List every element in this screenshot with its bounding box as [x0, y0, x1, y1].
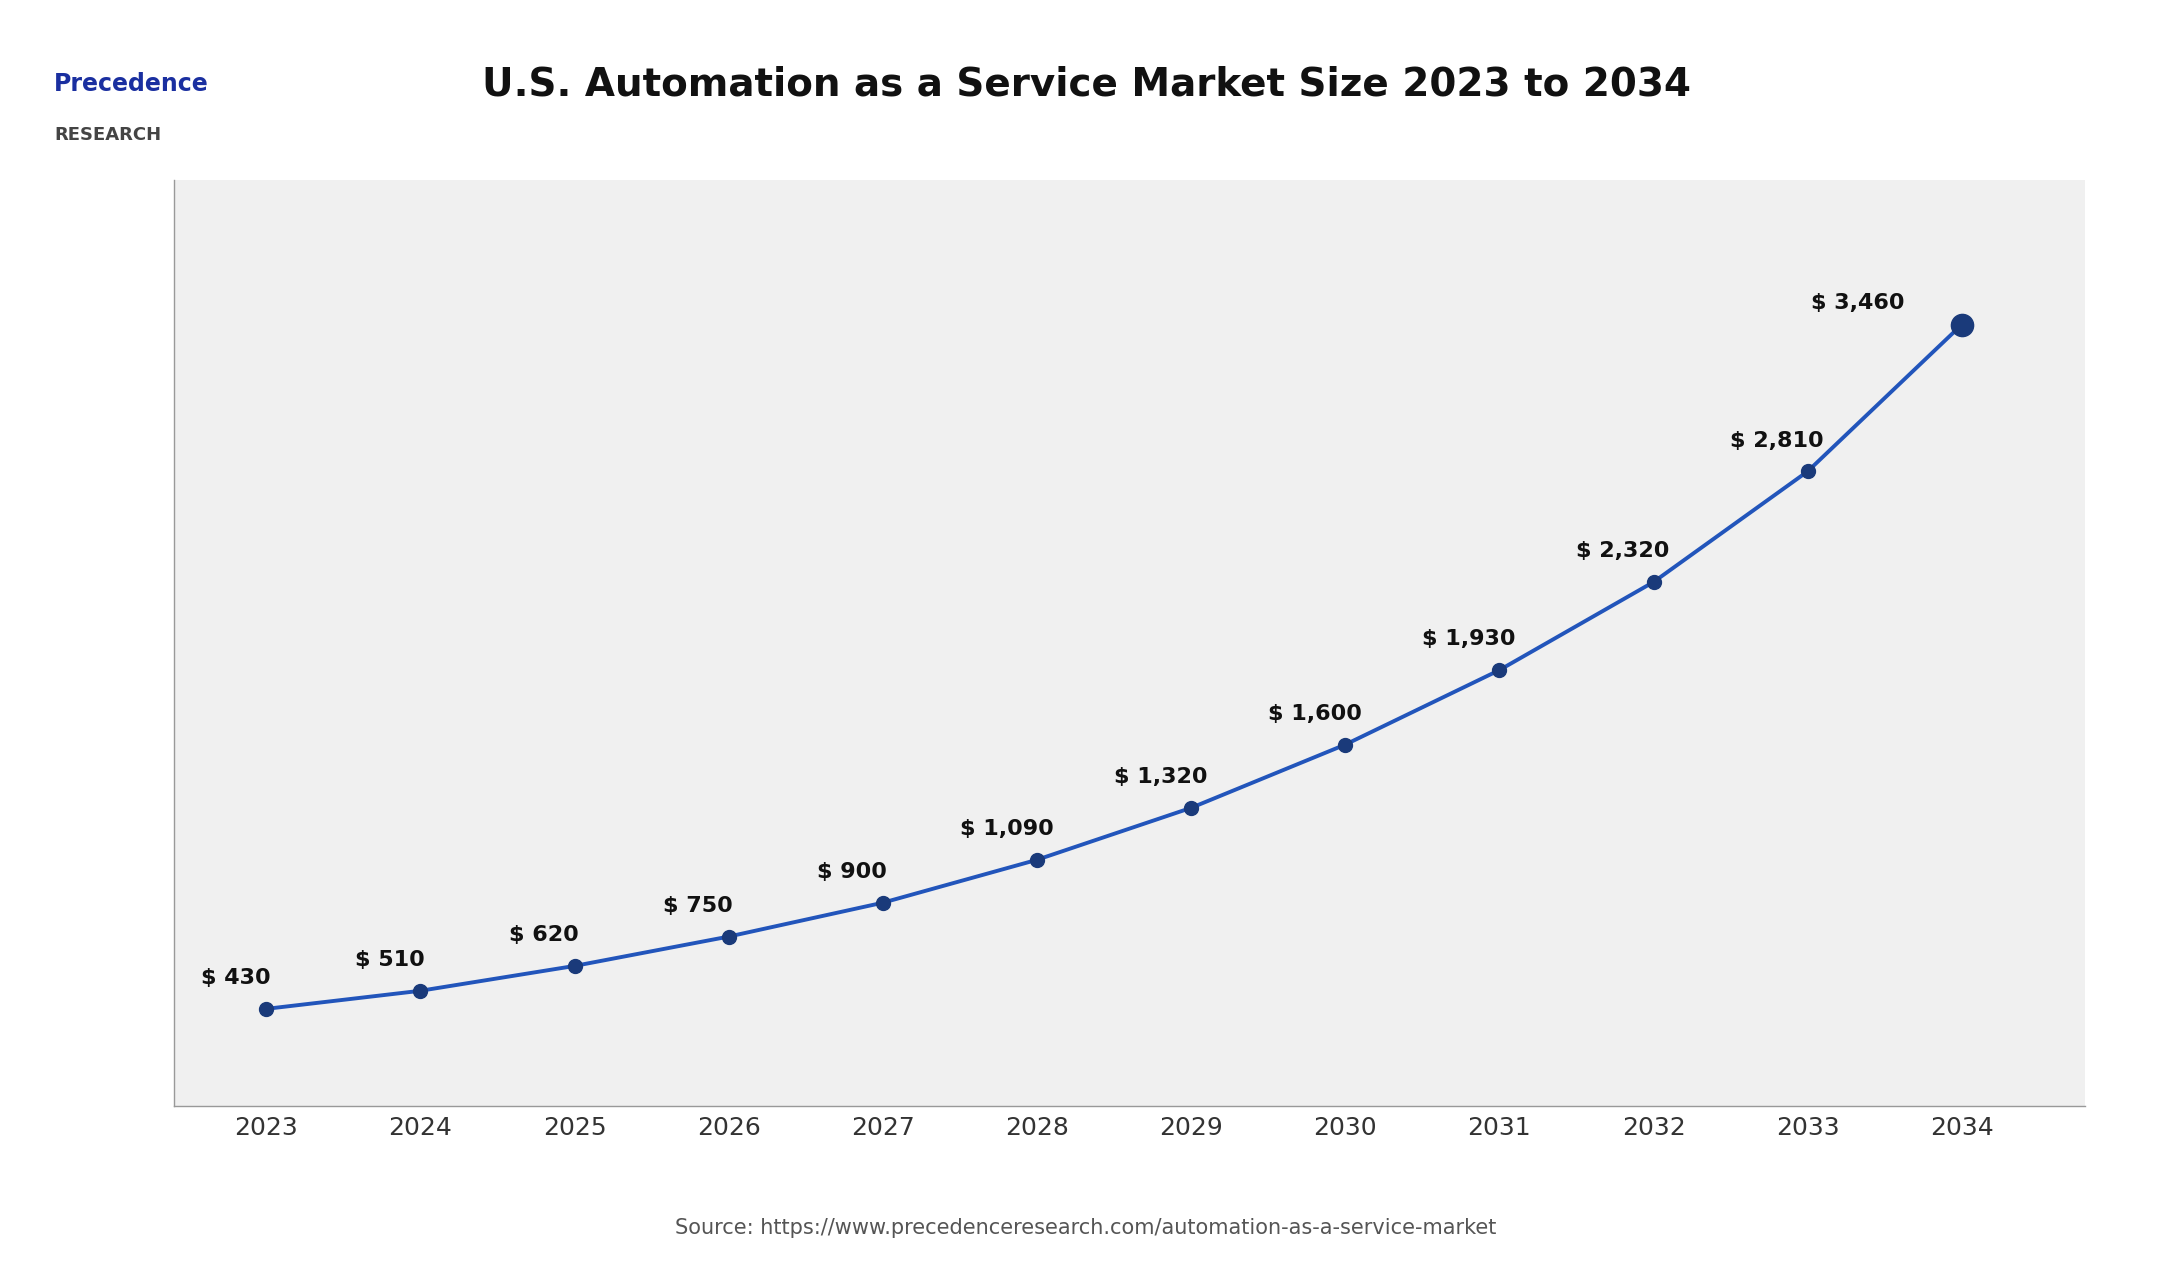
Text: $ 510: $ 510	[354, 950, 426, 970]
Text: $ 750: $ 750	[662, 896, 732, 916]
Text: RESEARCH: RESEARCH	[54, 126, 161, 144]
Text: $ 430: $ 430	[200, 968, 272, 988]
Text: $ 1,320: $ 1,320	[1114, 766, 1208, 787]
Text: U.S. Automation as a Service Market Size 2023 to 2034: U.S. Automation as a Service Market Size…	[482, 66, 1690, 104]
Text: $ 1,600: $ 1,600	[1268, 703, 1362, 724]
Text: $ 2,320: $ 2,320	[1577, 541, 1670, 561]
Text: Precedence: Precedence	[54, 72, 209, 95]
Text: $ 3,460: $ 3,460	[1811, 293, 1905, 314]
Text: $ 900: $ 900	[817, 862, 886, 882]
Text: $ 2,810: $ 2,810	[1731, 431, 1824, 450]
Text: Source: https://www.precedenceresearch.com/automation-as-a-service-market: Source: https://www.precedenceresearch.c…	[675, 1218, 1497, 1238]
Text: $ 1,930: $ 1,930	[1423, 629, 1516, 649]
Text: $ 620: $ 620	[508, 925, 580, 945]
Text: $ 1,090: $ 1,090	[960, 819, 1053, 838]
